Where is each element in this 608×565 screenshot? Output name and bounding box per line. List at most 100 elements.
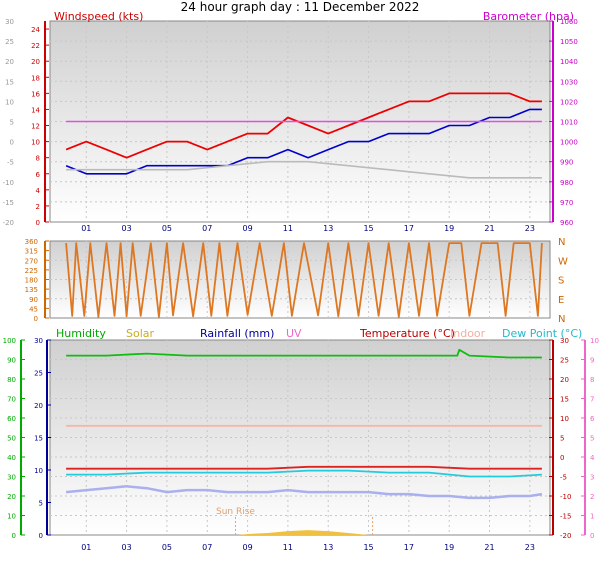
panel1-wind-axis-label-6: 12 (31, 123, 40, 131)
panel3-legend-2: Rainfall (mm) (200, 327, 274, 340)
panel3-rain-axis-label-5: 25 (34, 370, 43, 378)
panel1-outer-axis-label-0: -20 (3, 219, 14, 227)
panel1-outer-axis-label-5: 5 (10, 119, 14, 127)
panel3-rain-axis-label-6: 30 (34, 337, 43, 345)
panel1-wind-axis-label-2: 4 (36, 187, 41, 195)
panel3-uv-axis-label-0: 0 (590, 532, 594, 540)
panel1-baro-axis-label-4: 1000 (560, 139, 578, 147)
panel3-series-4 (65, 485, 543, 500)
panel1-outer-axis-label-10: 30 (5, 18, 14, 26)
panel1-wind-axis-label-5: 10 (31, 139, 40, 147)
panel1-series-1 (65, 108, 542, 175)
panel3-temp-axis-label-10: 30 (560, 337, 569, 345)
panel3-rain-axis-label-0: 0 (39, 532, 43, 540)
panel3-legend-0: Humidity (56, 327, 106, 340)
panel1-wind-axis-label-9: 18 (31, 74, 40, 82)
panel3-x-tick-4: 09 (242, 543, 252, 552)
panel3-hum-axis-label-10: 100 (3, 337, 16, 345)
panel3-uv-axis-label-8: 8 (590, 376, 594, 384)
panel3-series-2 (66, 465, 542, 470)
panel1-outer-axis-label-2: -10 (3, 179, 14, 187)
panel3-hum-axis-label-1: 10 (7, 513, 16, 521)
panel1-wind-axis-label-11: 22 (31, 42, 40, 50)
panel1-wind-axis-label-1: 2 (36, 203, 40, 211)
panel3-temp-axis-label-6: 10 (560, 415, 569, 423)
panel3-series-3 (66, 469, 542, 478)
panel3-rain-axis-label-3: 15 (34, 435, 43, 443)
panel3-legend-4: Temperature (°C) (359, 327, 455, 340)
panel2-compass-4: N (558, 314, 565, 325)
panel1-series-0 (65, 92, 542, 159)
panel3-temp-axis-label-1: -15 (560, 513, 571, 521)
panel2-compass-1: W (558, 256, 568, 267)
panel1-outer-axis-label-6: 10 (5, 98, 14, 106)
panel3-series-0 (66, 348, 542, 359)
panel2-compass-2: S (558, 276, 564, 287)
panel3-temp-axis-label-4: 0 (560, 454, 564, 462)
panel2-dir-axis-label-7: 315 (25, 248, 38, 256)
panel1-x-tick-10: 21 (484, 224, 494, 233)
panel3-x-tick-3: 07 (202, 543, 212, 552)
panel3-uv-axis-label-4: 4 (590, 454, 595, 462)
panel3-uv-axis-label-7: 7 (590, 396, 594, 404)
panel2-dir-axis-label-4: 180 (25, 277, 38, 285)
chart-title: 24 hour graph day : 11 December 2022 (181, 0, 420, 14)
panel1-legend-baro: Barometer (hpa) (483, 10, 574, 23)
panel1-baro-axis-label-2: 980 (560, 179, 573, 187)
panel2-compass-3: E (558, 295, 564, 306)
panel3-temp-axis-label-7: 15 (560, 396, 569, 404)
panel1-wind-axis-label-7: 14 (31, 106, 40, 114)
panel3-temp-axis-label-5: 5 (560, 435, 564, 443)
panel3-x-tick-5: 11 (283, 543, 293, 552)
panel3-uv-axis-label-10: 10 (590, 337, 599, 345)
panel2-dir-axis-label-2: 90 (29, 296, 38, 304)
panel2-series-0 (65, 242, 543, 318)
panel3-hum-axis-label-3: 30 (7, 474, 16, 482)
panel1-wind-axis-label-0: 0 (36, 219, 40, 227)
panel3-legend-6: Dew Point (°C) (502, 327, 582, 340)
panel1-x-tick-8: 17 (404, 224, 414, 233)
panel3-x-tick-8: 17 (404, 543, 414, 552)
panel2-dir-axis-label-5: 225 (25, 267, 38, 275)
panel3-temp-axis-label-3: -5 (560, 474, 567, 482)
panel2-dir-axis-label-0: 0 (34, 315, 38, 323)
panel1-outer-axis-label-3: -5 (7, 159, 14, 167)
panel3-temp-axis-label-8: 20 (560, 376, 569, 384)
panel3-uv-axis-label-6: 6 (590, 415, 595, 423)
panel3-x-tick-9: 19 (444, 543, 454, 552)
panel1-baro-axis-label-7: 1030 (560, 78, 578, 86)
panel3-x-tick-10: 21 (484, 543, 494, 552)
panel1-wind-axis-label-8: 16 (31, 90, 40, 98)
panel3-x-tick-6: 13 (323, 543, 333, 552)
panel2-dir-axis-label-6: 270 (25, 257, 38, 265)
panel3-uv-axis-label-5: 5 (590, 435, 594, 443)
panel3-rain-axis-label-4: 20 (34, 402, 43, 410)
panel3-x-tick-1: 03 (122, 543, 132, 552)
panel3-hum-axis-label-5: 50 (7, 435, 16, 443)
panel1-outer-axis-label-9: 25 (5, 38, 14, 46)
panel3-x-tick-2: 05 (162, 543, 172, 552)
panel1-outer-axis-label-1: -15 (3, 199, 14, 207)
panel1-x-tick-5: 11 (283, 224, 293, 233)
panel1-baro-axis-label-3: 990 (560, 159, 573, 167)
panel3-hum-axis-label-7: 70 (7, 396, 16, 404)
panel3-uv-axis-label-1: 1 (590, 513, 594, 521)
panel3-hum-axis-label-0: 0 (12, 532, 16, 540)
panel1-wind-axis-label-3: 6 (36, 171, 41, 179)
panel3-hum-axis-label-8: 80 (7, 376, 16, 384)
panel3-hum-axis-label-2: 20 (7, 493, 16, 501)
panel2-dir-axis-label-3: 135 (25, 286, 38, 294)
sun-rise-annotation: Sun Rise (216, 507, 255, 517)
panel3-hum-axis-label-4: 40 (7, 454, 16, 462)
panel1-x-tick-4: 09 (242, 224, 252, 233)
panel2-dir-axis-label-8: 360 (25, 238, 38, 246)
panel3-hum-axis-label-6: 60 (7, 415, 16, 423)
panel1-baro-axis-label-6: 1020 (560, 98, 578, 106)
panel1-outer-axis-label-8: 20 (5, 58, 14, 66)
panel1-baro-axis-label-0: 960 (560, 219, 573, 227)
panel1-x-tick-2: 05 (162, 224, 172, 233)
panel3-legend-5: Indoor (450, 327, 486, 340)
panel3-rain-axis-label-1: 5 (39, 500, 43, 508)
panel1-x-tick-7: 15 (363, 224, 373, 233)
